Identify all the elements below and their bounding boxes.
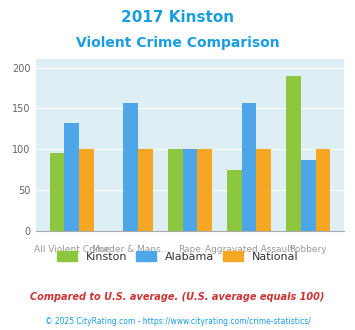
Bar xyxy=(50,153,64,231)
Bar xyxy=(79,149,94,231)
Bar xyxy=(138,149,153,231)
Bar xyxy=(242,103,256,231)
Bar xyxy=(197,149,212,231)
Bar xyxy=(227,170,242,231)
Legend: Kinston, Alabama, National: Kinston, Alabama, National xyxy=(52,247,303,267)
Bar xyxy=(124,103,138,231)
Text: © 2025 CityRating.com - https://www.cityrating.com/crime-statistics/: © 2025 CityRating.com - https://www.city… xyxy=(45,317,310,326)
Text: All Violent Crime: All Violent Crime xyxy=(34,245,110,254)
Bar xyxy=(316,149,330,231)
Text: Murder & Mans...: Murder & Mans... xyxy=(92,245,169,254)
Bar xyxy=(286,76,301,231)
Bar xyxy=(168,149,182,231)
Text: 2017 Kinston: 2017 Kinston xyxy=(121,10,234,25)
Bar xyxy=(182,149,197,231)
Text: Robbery: Robbery xyxy=(289,245,327,254)
Text: Compared to U.S. average. (U.S. average equals 100): Compared to U.S. average. (U.S. average … xyxy=(30,292,325,302)
Bar xyxy=(256,149,271,231)
Text: Rape: Rape xyxy=(179,245,201,254)
Bar xyxy=(301,160,316,231)
Text: Aggravated Assault: Aggravated Assault xyxy=(205,245,293,254)
Bar xyxy=(64,123,79,231)
Text: Violent Crime Comparison: Violent Crime Comparison xyxy=(76,36,279,50)
